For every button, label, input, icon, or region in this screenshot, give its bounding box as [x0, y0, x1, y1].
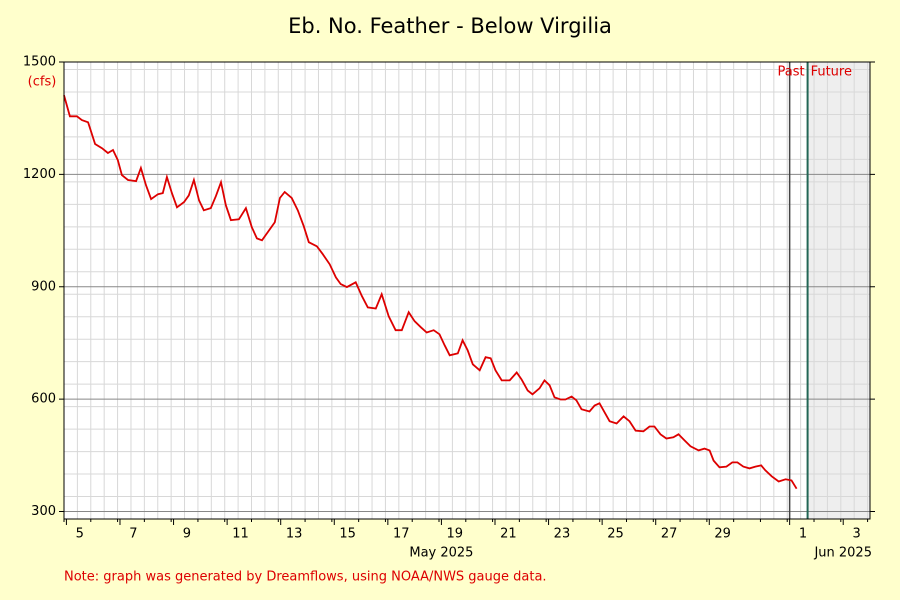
future-label: Future [811, 65, 852, 80]
x-tick-label: 1 [799, 527, 807, 542]
month-label: May 2025 [409, 546, 473, 561]
x-tick-label: 7 [129, 527, 137, 542]
y-tick-label: 1500 [23, 55, 56, 70]
data-line [63, 95, 798, 490]
x-tick-label: 5 [76, 527, 84, 542]
x-tick-label: 29 [714, 527, 731, 542]
month-label: Jun 2025 [813, 546, 872, 561]
x-tick-label: 23 [554, 527, 571, 542]
y-tick-label: 600 [31, 392, 56, 407]
x-tick-label: 15 [339, 527, 356, 542]
chart-title: Eb. No. Feather - Below Virgilia [288, 14, 612, 38]
note: Note: graph was generated by Dreamflows,… [64, 570, 547, 585]
y-tick-label: 1200 [23, 167, 56, 182]
x-tick-label: 21 [500, 527, 517, 542]
y-tick-label: 300 [31, 504, 56, 519]
x-tick-label: 25 [607, 527, 624, 542]
x-tick-label: 3 [852, 527, 860, 542]
x-tick-label: 27 [661, 527, 678, 542]
x-tick-label: 19 [447, 527, 464, 542]
x-tick-label: 11 [232, 527, 249, 542]
future-area [807, 62, 870, 519]
x-tick-label: 17 [393, 527, 410, 542]
past-label: Past [777, 65, 804, 80]
y-unit-label: (cfs) [28, 75, 57, 90]
y-tick-label: 900 [31, 279, 56, 294]
x-tick-label: 9 [183, 527, 191, 542]
plot-frame [63, 61, 871, 520]
x-tick-label: 13 [286, 527, 303, 542]
